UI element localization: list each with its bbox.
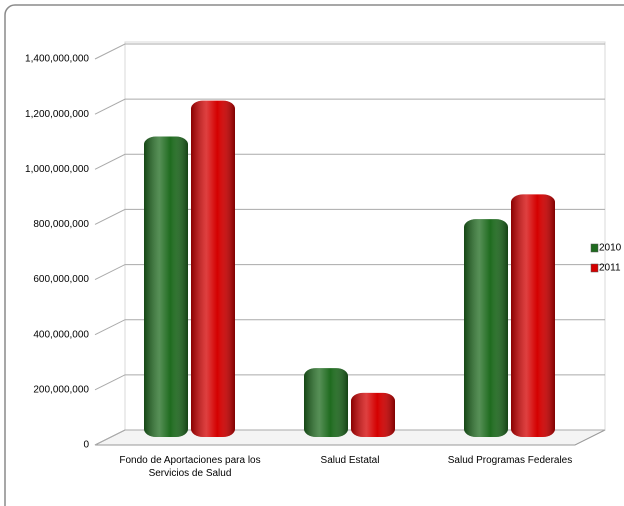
legend-swatch [590, 263, 599, 273]
bar-shade [304, 368, 348, 437]
y-tick-label: 600,000,000 [33, 274, 89, 285]
bar-shade [144, 136, 188, 437]
grid-line [94, 374, 605, 391]
y-tick-label: 400,000,000 [33, 329, 89, 340]
y-tick-label: 1,400,000,000 [25, 54, 89, 65]
grid-line [94, 153, 605, 170]
x-tick-label: Fondo de Aportaciones para los Servicios… [119, 455, 261, 479]
legend-swatch [590, 243, 599, 253]
bar-shade [464, 219, 508, 437]
grid-line [94, 98, 605, 115]
grid-line [94, 429, 605, 446]
grid-line [94, 264, 605, 281]
y-tick-label: 0 [83, 440, 89, 451]
bar-shade [511, 194, 555, 437]
grid-line [94, 319, 605, 336]
legend-label: 2011 [599, 263, 621, 274]
grid-line [94, 208, 605, 225]
y-tick-label: 1,200,000,000 [25, 109, 89, 120]
x-tick-label: Salud Estatal [320, 455, 380, 466]
y-tick-label: 200,000,000 [33, 384, 89, 395]
bar-shade [351, 392, 395, 437]
x-tick-label: Salud Programas Federales [447, 455, 573, 466]
y-tick-label: 800,000,000 [33, 219, 89, 230]
grid-line [94, 43, 605, 60]
y-tick-label: 1,000,000,000 [25, 164, 89, 175]
bar-shade [191, 100, 235, 437]
legend-label: 2010 [599, 243, 622, 254]
